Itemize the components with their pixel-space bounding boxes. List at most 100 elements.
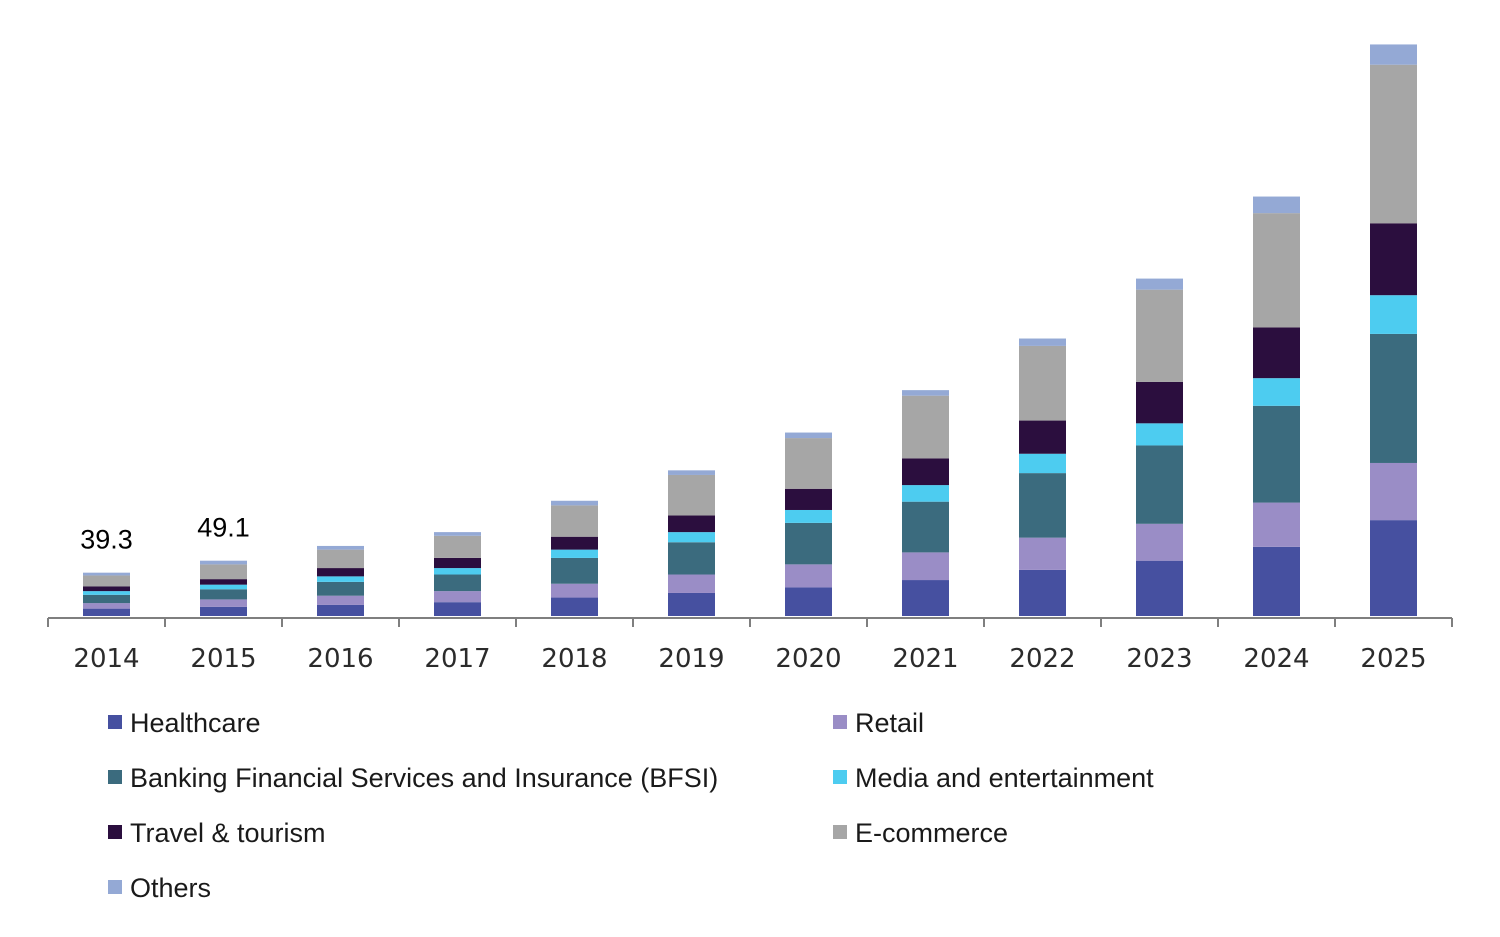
bar-media-and-entertainment-2015: [200, 584, 247, 590]
bar-stack-2021: [902, 390, 949, 616]
legend-swatch: [108, 715, 122, 729]
bar-travel-tourism-2018: [551, 536, 598, 550]
legend-label: Banking Financial Services and Insurance…: [130, 763, 718, 793]
x-tick-label-2019: 2019: [658, 644, 724, 674]
bar-e-commerce-2021: [902, 395, 949, 459]
legend: Healthcare Retail Banking Financial Servic…: [108, 708, 1154, 903]
bar-others-2018: [551, 500, 598, 506]
bar-media-and-entertainment-2023: [1136, 423, 1183, 446]
legend-swatch: [833, 715, 847, 729]
legend-label: Others: [130, 873, 211, 903]
legend-item-retail: Retail: [833, 708, 924, 738]
bar-e-commerce-2022: [1019, 345, 1066, 421]
legend-label: E-commerce: [855, 818, 1008, 848]
bar-travel-tourism-2022: [1019, 420, 1066, 454]
legend-swatch: [108, 880, 122, 894]
bar-travel-tourism-2019: [668, 515, 715, 533]
bar-stack-2015: [200, 560, 247, 616]
bar-media-and-entertainment-2018: [551, 549, 598, 558]
bar-banking-financial-services-and-insurance-bfsi-2022: [1019, 473, 1066, 538]
data-label-2015: 49.1: [197, 513, 250, 543]
bar-banking-financial-services-and-insurance-bfsi-2019: [668, 542, 715, 575]
legend-item-healthcare: Healthcare: [108, 708, 261, 738]
bar-travel-tourism-2020: [785, 488, 832, 510]
bar-stack-2018: [551, 500, 598, 616]
bar-healthcare-2020: [785, 587, 832, 616]
bar-stack-2020: [785, 432, 832, 616]
bar-banking-financial-services-and-insurance-bfsi-2021: [902, 501, 949, 553]
bar-retail-2016: [317, 595, 364, 605]
bar-media-and-entertainment-2025: [1370, 295, 1417, 334]
bar-banking-financial-services-and-insurance-bfsi-2024: [1253, 405, 1300, 503]
bar-retail-2015: [200, 599, 247, 607]
bar-media-and-entertainment-2014: [83, 591, 130, 595]
bar-media-and-entertainment-2019: [668, 532, 715, 543]
bar-retail-2021: [902, 552, 949, 581]
bar-banking-financial-services-and-insurance-bfsi-2025: [1370, 333, 1417, 463]
bar-retail-2014: [83, 603, 130, 609]
bar-travel-tourism-2016: [317, 568, 364, 577]
legend-item-others: Others: [108, 873, 211, 903]
x-tick-label-2020: 2020: [775, 644, 841, 674]
bar-media-and-entertainment-2020: [785, 509, 832, 523]
legend-item-media-and-entertainment: Media and entertainment: [833, 763, 1154, 793]
bar-others-2016: [317, 545, 364, 550]
bar-banking-financial-services-and-insurance-bfsi-2018: [551, 557, 598, 584]
bar-stack-2014: [83, 572, 130, 617]
legend-item-banking-financial-services-and-insurance-bfsi: Banking Financial Services and Insurance…: [108, 763, 718, 793]
bar-media-and-entertainment-2016: [317, 576, 364, 582]
x-tick-label-2023: 2023: [1126, 644, 1192, 674]
bar-stack-2022: [1019, 338, 1066, 616]
bar-healthcare-2015: [200, 606, 247, 616]
bar-stack-2016: [317, 545, 364, 616]
bar-others-2015: [200, 560, 247, 565]
bar-e-commerce-2016: [317, 549, 364, 569]
x-tick-label-2024: 2024: [1243, 644, 1309, 674]
bar-healthcare-2019: [668, 592, 715, 616]
x-tick-label-2021: 2021: [892, 644, 958, 674]
bar-healthcare-2018: [551, 597, 598, 616]
bar-media-and-entertainment-2017: [434, 568, 481, 575]
x-tick-label-2016: 2016: [307, 644, 373, 674]
bar-healthcare-2023: [1136, 560, 1183, 616]
bar-others-2017: [434, 532, 481, 536]
bar-retail-2020: [785, 564, 832, 588]
bar-travel-tourism-2015: [200, 579, 247, 585]
bar-healthcare-2025: [1370, 520, 1417, 617]
bar-healthcare-2024: [1253, 546, 1300, 616]
bar-others-2022: [1019, 338, 1066, 346]
bar-e-commerce-2020: [785, 438, 832, 489]
bar-healthcare-2014: [83, 608, 130, 617]
bar-banking-financial-services-and-insurance-bfsi-2017: [434, 574, 481, 592]
legend-swatch: [108, 825, 122, 839]
bar-banking-financial-services-and-insurance-bfsi-2016: [317, 581, 364, 596]
bar-retail-2019: [668, 574, 715, 593]
bar-stack-2023: [1136, 278, 1183, 616]
bar-retail-2024: [1253, 502, 1300, 547]
bar-banking-financial-services-and-insurance-bfsi-2015: [200, 589, 247, 600]
legend-label: Healthcare: [130, 708, 261, 738]
bar-others-2019: [668, 470, 715, 475]
bar-travel-tourism-2017: [434, 557, 481, 569]
bar-others-2023: [1136, 278, 1183, 290]
data-labels-layer: 39.3 49.1: [80, 513, 250, 555]
bar-stack-2017: [434, 532, 481, 616]
bar-travel-tourism-2021: [902, 458, 949, 486]
bar-e-commerce-2014: [83, 575, 130, 587]
bar-others-2021: [902, 390, 949, 396]
bar-retail-2017: [434, 591, 481, 603]
bar-retail-2023: [1136, 523, 1183, 561]
legend-swatch: [833, 770, 847, 784]
x-tick-label-2015: 2015: [190, 644, 256, 674]
bar-e-commerce-2024: [1253, 213, 1300, 328]
bar-others-2014: [83, 572, 130, 576]
bar-travel-tourism-2023: [1136, 381, 1183, 424]
bar-retail-2018: [551, 583, 598, 598]
bar-e-commerce-2015: [200, 564, 247, 580]
bar-retail-2025: [1370, 462, 1417, 521]
bar-healthcare-2017: [434, 602, 481, 616]
bar-e-commerce-2023: [1136, 289, 1183, 382]
bar-stack-2025: [1370, 44, 1417, 617]
